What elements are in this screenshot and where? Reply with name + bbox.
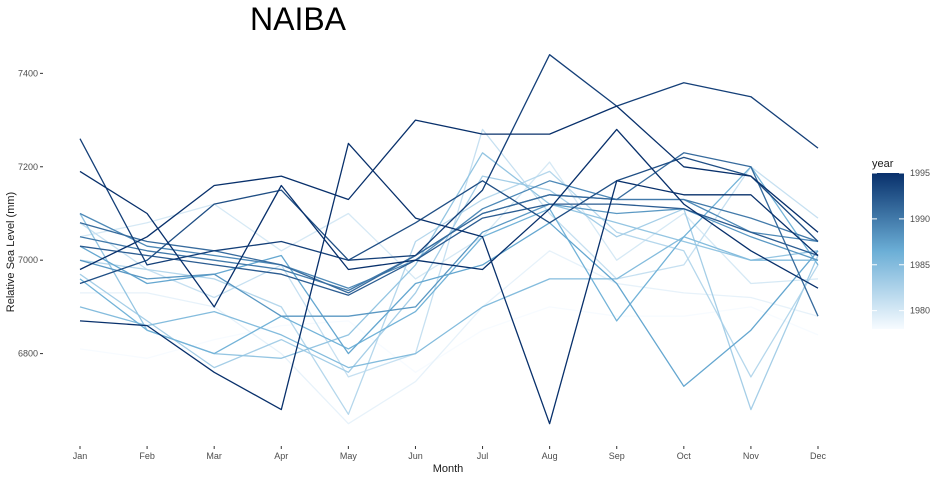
x-tick-label-aug: Aug [542, 451, 558, 461]
x-tick-label-dec: Dec [810, 451, 827, 461]
series-line-18 [79, 128, 819, 308]
legend: year 1980 1985 1990 1995 [872, 158, 930, 329]
x-tick-label-mar: Mar [206, 451, 222, 461]
x-axis: Jan Feb Mar Apr May Jun Jul Aug Sep Oct Nov Dec [73, 446, 827, 461]
series-line-14 [79, 152, 819, 317]
series-line-1 [79, 306, 819, 373]
legend-ticks: 1980 1985 1990 1995 [872, 168, 930, 316]
x-tick-label-may: May [340, 451, 358, 461]
legend-label-1995: 1995 [910, 168, 930, 178]
series-line-2 [80, 250, 819, 425]
series-line-15 [79, 203, 819, 296]
y-tick-label-7200: 7200 [18, 162, 38, 172]
series-line-8 [79, 236, 818, 369]
y-axis-title: Relative Sea Level (mm) [5, 192, 17, 312]
series-line-4 [79, 128, 819, 378]
chart-title: NAIBA [250, 1, 347, 37]
legend-colorbar [872, 173, 904, 329]
series-layer [79, 54, 819, 425]
legend-label-1990: 1990 [910, 214, 930, 224]
legend-label-1985: 1985 [910, 260, 930, 270]
x-tick-label-jan: Jan [73, 451, 88, 461]
legend-label-1980: 1980 [910, 306, 930, 316]
series-line-17 [79, 54, 819, 266]
series-line-20 [79, 105, 819, 271]
x-axis-title: Month [433, 463, 464, 475]
series-line-10 [79, 222, 819, 387]
series-line-16 [79, 156, 819, 285]
series-line-19 [79, 142, 819, 425]
x-tick-label-jul: Jul [477, 451, 489, 461]
x-tick-label-feb: Feb [139, 451, 155, 461]
y-tick-label-7000: 7000 [18, 255, 38, 265]
x-tick-label-sep: Sep [609, 451, 625, 461]
x-tick-label-nov: Nov [743, 451, 760, 461]
legend-title: year [872, 158, 894, 170]
x-tick-label-apr: Apr [274, 451, 288, 461]
series-line-11 [79, 203, 819, 317]
y-tick-label-7400: 7400 [18, 68, 38, 78]
y-tick-label-6800: 6800 [18, 349, 38, 359]
series-line-5 [79, 170, 819, 415]
x-tick-label-oct: Oct [677, 451, 692, 461]
x-tick-label-jun: Jun [408, 451, 423, 461]
y-axis: 6800 7000 7200 7400 [18, 68, 43, 359]
